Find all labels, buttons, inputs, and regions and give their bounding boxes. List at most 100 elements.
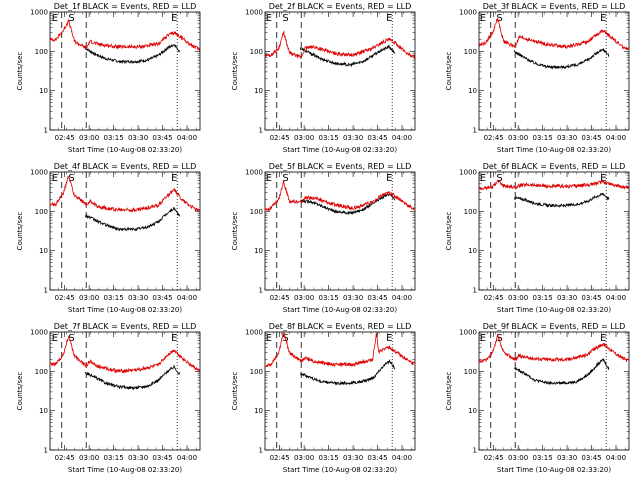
y-axis-label: Counts/sec bbox=[16, 372, 24, 411]
y-axis-label: Counts/sec bbox=[445, 52, 453, 91]
y-tick-label: 1 bbox=[473, 127, 477, 135]
x-tick-label: 04:00 bbox=[177, 454, 197, 462]
y-tick-label: 1000 bbox=[30, 329, 48, 337]
y-tick-label: 1 bbox=[44, 447, 48, 455]
y-tick-label: 10 bbox=[468, 87, 477, 95]
y-axis-label: Counts/sec bbox=[16, 212, 24, 251]
y-axis-label: Counts/sec bbox=[445, 372, 453, 411]
y-tick-label: 10 bbox=[254, 407, 263, 415]
x-tick-label: 02:45 bbox=[484, 134, 504, 142]
x-tick-label: 03:00 bbox=[294, 294, 314, 302]
x-tick-label: 02:45 bbox=[55, 294, 75, 302]
lld-series-line bbox=[49, 19, 200, 52]
x-tick-label: 04:00 bbox=[606, 134, 626, 142]
x-tick-label: 03:15 bbox=[104, 294, 124, 302]
x-tick-label: 03:30 bbox=[128, 294, 148, 302]
x-tick-label: 02:45 bbox=[484, 294, 504, 302]
y-tick-label: 100 bbox=[250, 48, 263, 56]
plot-frame bbox=[49, 171, 201, 291]
interval-marker-label: S bbox=[496, 173, 502, 184]
events-series-line bbox=[513, 47, 610, 70]
interval-marker-label: E bbox=[52, 173, 58, 184]
x-tick-label: 04:00 bbox=[606, 294, 626, 302]
y-tick-label: 10 bbox=[468, 407, 477, 415]
y-tick-label: 100 bbox=[464, 368, 477, 376]
interval-marker-label: E bbox=[266, 173, 272, 184]
x-tick-label: 02:45 bbox=[270, 294, 290, 302]
y-tick-label: 100 bbox=[35, 208, 48, 216]
events-series-line bbox=[85, 43, 181, 65]
lld-series-line bbox=[478, 178, 629, 191]
x-axis-label: Start Time (10-Aug-08 02:33:20) bbox=[497, 306, 611, 314]
y-tick-label: 1000 bbox=[459, 9, 477, 17]
interval-marker-label: E bbox=[600, 13, 606, 24]
x-axis-label: Start Time (10-Aug-08 02:33:20) bbox=[68, 146, 182, 154]
x-tick-label: 04:00 bbox=[392, 454, 412, 462]
y-tick-label: 100 bbox=[464, 208, 477, 216]
y-tick-label: 100 bbox=[35, 368, 48, 376]
chart-title: Det_7f BLACK = Events, RED = LLD bbox=[54, 322, 197, 331]
x-tick-label: 03:30 bbox=[343, 134, 363, 142]
x-tick-label: 03:00 bbox=[79, 294, 99, 302]
interval-marker-label: E bbox=[52, 13, 58, 24]
y-tick-label: 1 bbox=[44, 287, 48, 295]
x-tick-label: 03:30 bbox=[343, 454, 363, 462]
events-series-line bbox=[84, 206, 181, 232]
x-tick-label: 03:45 bbox=[367, 134, 387, 142]
interval-marker-label: E bbox=[52, 333, 58, 344]
x-axis-label: Start Time (10-Aug-08 02:33:20) bbox=[283, 306, 397, 314]
plot-frame bbox=[49, 331, 201, 451]
x-tick-label: 03:15 bbox=[319, 454, 339, 462]
y-tick-label: 1 bbox=[44, 127, 48, 135]
detector-panel: Det_6f BLACK = Events, RED = LLD 1 10 100 10… bbox=[445, 162, 630, 314]
detector-panel: Det_1f BLACK = Events, RED = LLD 1 10 100 10… bbox=[16, 2, 201, 154]
y-tick-label: 10 bbox=[39, 407, 48, 415]
interval-marker-label: E bbox=[386, 333, 392, 344]
lld-series-line bbox=[264, 331, 415, 368]
detector-panel: Det_9f BLACK = Events, RED = LLD 1 10 100 10… bbox=[445, 322, 630, 474]
y-tick-label: 1 bbox=[259, 287, 263, 295]
x-tick-label: 02:45 bbox=[270, 454, 290, 462]
interval-marker-label: S bbox=[68, 13, 74, 24]
x-tick-label: 04:00 bbox=[177, 134, 197, 142]
y-tick-label: 1 bbox=[259, 127, 263, 135]
interval-marker-label: E bbox=[171, 13, 177, 24]
interval-marker-label: E bbox=[266, 13, 272, 24]
interval-marker-label: S bbox=[496, 333, 502, 344]
y-axis-label: Counts/sec bbox=[231, 212, 239, 251]
interval-marker-label: E bbox=[386, 173, 392, 184]
x-tick-label: 03:15 bbox=[319, 134, 339, 142]
events-series-line bbox=[300, 358, 396, 386]
x-tick-label: 03:15 bbox=[533, 134, 553, 142]
interval-marker-label: E bbox=[386, 13, 392, 24]
x-tick-label: 03:30 bbox=[557, 134, 577, 142]
chart-title: Det_2f BLACK = Events, RED = LLD bbox=[269, 2, 412, 11]
x-tick-label: 04:00 bbox=[392, 294, 412, 302]
lld-series-line bbox=[478, 17, 629, 51]
interval-marker-label: E bbox=[480, 13, 486, 24]
lld-series-line bbox=[49, 335, 200, 374]
x-axis-label: Start Time (10-Aug-08 02:33:20) bbox=[283, 146, 397, 154]
interval-marker-label: S bbox=[496, 13, 502, 24]
y-tick-label: 10 bbox=[254, 247, 263, 255]
x-axis-label: Start Time (10-Aug-08 02:33:20) bbox=[497, 466, 611, 474]
events-series-line bbox=[513, 357, 610, 386]
x-tick-label: 03:00 bbox=[508, 294, 528, 302]
x-tick-label: 03:30 bbox=[343, 294, 363, 302]
plot-frame bbox=[264, 11, 416, 131]
chart-title: Det_6f BLACK = Events, RED = LLD bbox=[483, 162, 626, 171]
x-tick-label: 03:30 bbox=[557, 454, 577, 462]
interval-marker-label: E bbox=[480, 333, 486, 344]
lld-series-line bbox=[264, 30, 415, 60]
chart-title: Det_9f BLACK = Events, RED = LLD bbox=[483, 322, 626, 331]
x-tick-label: 02:45 bbox=[484, 454, 504, 462]
x-tick-label: 02:45 bbox=[55, 454, 75, 462]
x-tick-label: 04:00 bbox=[392, 134, 412, 142]
x-tick-label: 03:00 bbox=[79, 134, 99, 142]
x-tick-label: 03:45 bbox=[581, 454, 601, 462]
x-tick-label: 04:00 bbox=[177, 294, 197, 302]
y-tick-label: 1000 bbox=[459, 329, 477, 337]
interval-marker-label: E bbox=[171, 173, 177, 184]
plot-frame bbox=[264, 331, 416, 451]
x-tick-label: 03:00 bbox=[294, 454, 314, 462]
